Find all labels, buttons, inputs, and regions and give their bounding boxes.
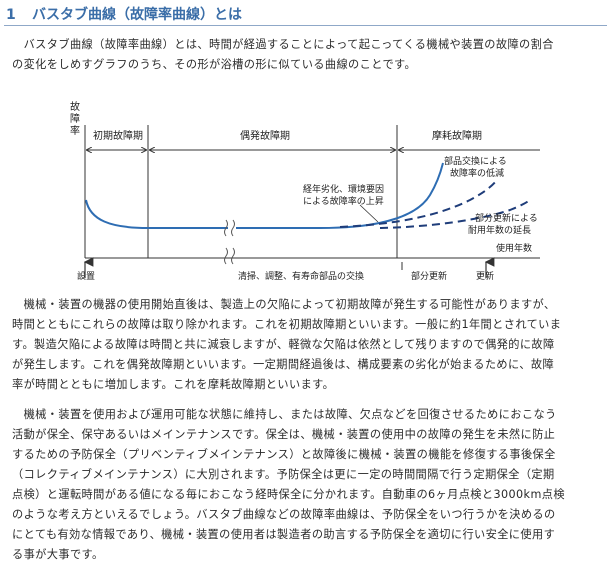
annotation-partial-update: 部分更新による bbox=[475, 212, 538, 224]
body-line: （コレクティブメインテナンス）に大別されます。予防保全は更に一定の時間間隔で行う… bbox=[12, 468, 555, 481]
annotation-partial-update: 耐用年数の延長 bbox=[468, 224, 531, 236]
body-line: にとても有効な情報であり、機械・装置の使用者は製造者の助言する予防保全を適切に行… bbox=[12, 528, 556, 541]
annotation-parts-replacement: 故障率の低減 bbox=[450, 167, 504, 179]
annotation-degradation: による故障率の上昇 bbox=[303, 195, 384, 207]
y-axis-label-char: 率 bbox=[70, 124, 80, 137]
body-line: するための予防保全（プリベンティブメインテナンス）と故障後に機械・装置の機能を修… bbox=[12, 448, 556, 461]
body-paragraph-maintenance: 機械・装置を使用および運用可能な状態に維持し、または故障、欠点などを回復させるた… bbox=[12, 405, 608, 565]
body-line: 点検）と運転時間がある値になる毎におこなう経時保全に分かれます。自動車の6ヶ月点… bbox=[12, 488, 565, 501]
phase-label-early: 初期故障期 bbox=[93, 129, 143, 142]
body-line: す。製造欠陥による故障は時間と共に減衰しますが、軽微な欠陥は依然として残りますの… bbox=[12, 338, 555, 351]
body-line: 率が時間とともに増加します。これを摩耗故障期といいます。 bbox=[12, 378, 335, 391]
axis-break-mark bbox=[224, 247, 228, 265]
y-axis-label-char: 障 bbox=[70, 112, 80, 125]
axis-break-mark bbox=[224, 219, 228, 237]
body-line: 機械・装置の機器の使用開始直後は、製造上の欠陥によって初期故障が発生する可能性が… bbox=[12, 298, 556, 311]
annotation-leader bbox=[359, 204, 379, 223]
label-maintenance: 清掃、調整、有寿命部品の交換 bbox=[238, 270, 364, 282]
y-axis-label-char: 故 bbox=[70, 100, 80, 113]
section-heading: 1 バスタブ曲線（故障率曲線）とは bbox=[6, 4, 606, 24]
label-partial-update: 部分更新 bbox=[411, 270, 447, 282]
annotation-parts-replacement: 部品交換による bbox=[444, 155, 507, 167]
intro-line: バスタブ曲線（故障率曲線）とは、時間が経過することによって起こってくる機械や装置… bbox=[12, 38, 554, 51]
heading-underline bbox=[4, 25, 607, 26]
label-install: 設置 bbox=[77, 270, 95, 282]
intro-paragraph: バスタブ曲線（故障率曲線）とは、時間が経過することによって起こってくる機械や装置… bbox=[12, 35, 608, 75]
parts-replacement-curve bbox=[339, 179, 498, 228]
annotation-degradation: 経年劣化、環境要因 bbox=[303, 183, 384, 195]
phase-label-wearout: 摩耗故障期 bbox=[432, 129, 482, 142]
body-line: 時間とともにこれらの故障は取り除かれます。これを初期故障期といいます。一般に約1… bbox=[12, 318, 562, 331]
partial-update-curve bbox=[379, 199, 531, 229]
label-renewal: 更新 bbox=[476, 270, 494, 282]
intro-line: の変化をしめすグラフのうち、その形が浴槽の形に似ている曲線のことです。 bbox=[12, 58, 417, 71]
body-line: 機械・装置を使用および運用可能な状態に維持し、または故障、欠点などを回復させるた… bbox=[12, 408, 557, 421]
body-paragraph-phases: 機械・装置の機器の使用開始直後は、製造上の欠陥によって初期故障が発生する可能性が… bbox=[12, 295, 608, 395]
section-title-text: バスタブ曲線（故障率曲線）とは bbox=[32, 7, 242, 23]
bathtub-curve bbox=[85, 199, 228, 229]
body-line: が発生します。これを偶発故障期といいます。一定期間経過後は、構成要素の劣化が始ま… bbox=[12, 358, 555, 371]
section-number: 1 bbox=[6, 7, 16, 23]
axis-break-mark bbox=[231, 247, 235, 265]
phase-label-random: 偶発故障期 bbox=[240, 129, 290, 142]
x-axis-label: 使用年数 bbox=[496, 242, 532, 254]
body-line: のような考え方といえるでしょう。バスタブ曲線などの故障率曲線は、予防保全をいつ行… bbox=[12, 508, 556, 521]
axis-break-mark bbox=[231, 219, 235, 237]
body-line: 活動が保全、保守あるいはメインテナンスです。保全は、機械・装置の使用中の故障の発… bbox=[12, 428, 556, 441]
body-line: る事が大事です。 bbox=[12, 548, 104, 561]
